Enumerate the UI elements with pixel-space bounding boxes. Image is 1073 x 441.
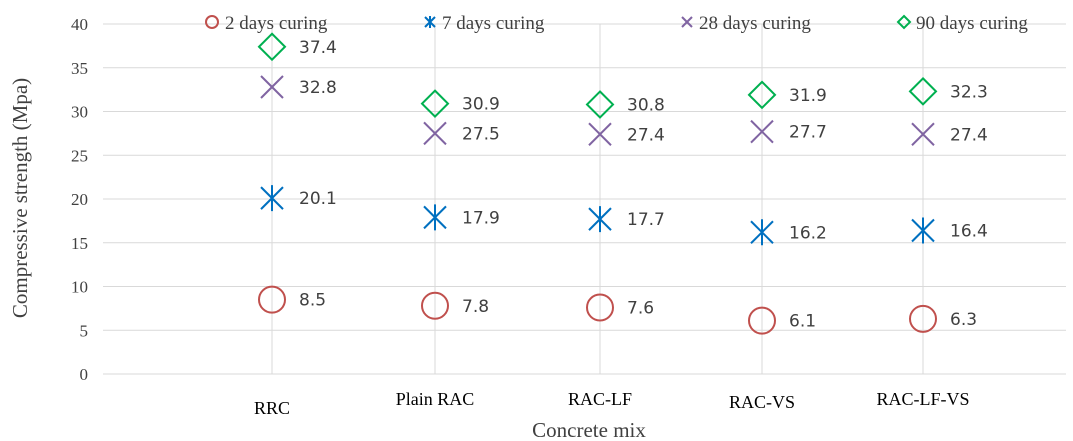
x-marker-stroke xyxy=(260,75,284,99)
data-label: 27.7 xyxy=(789,123,827,143)
data-label: 6.1 xyxy=(789,312,816,332)
data-label: 6.3 xyxy=(950,310,977,330)
diamond-marker-shape xyxy=(747,80,777,110)
diamond-marker-shape xyxy=(585,90,615,119)
data-labels: 8.5 7.8 7.6 6.1 6.3 20.1 17.9 17.7 16.2 16.4 32.8 2… xyxy=(299,38,988,332)
legend-item: 7 days curing xyxy=(424,13,545,34)
diamond-marker xyxy=(257,32,287,62)
x-category-label: RAC-LF-VS xyxy=(876,389,969,409)
legend: 2 days curing 7 days curing 28 days curing… xyxy=(205,13,1028,34)
circle-marker xyxy=(258,285,286,314)
circle-marker-shape xyxy=(421,291,449,320)
x-marker xyxy=(423,121,447,146)
circle-marker-shape xyxy=(258,285,286,314)
data-label: 7.8 xyxy=(462,297,489,317)
legend-x-icon xyxy=(681,16,693,28)
circle-marker-shape xyxy=(586,293,614,322)
x-marker-stroke xyxy=(911,122,935,146)
x-marker xyxy=(588,122,612,146)
y-tick-label: 25 xyxy=(71,146,88,165)
legend-circle-icon xyxy=(205,15,219,29)
star-marker xyxy=(423,204,447,231)
data-label: 32.3 xyxy=(950,82,988,102)
x-marker xyxy=(260,75,284,99)
legend-label: 7 days curing xyxy=(442,13,545,34)
diamond-marker xyxy=(908,76,938,106)
y-tick-label: 10 xyxy=(71,278,88,297)
data-label: 16.2 xyxy=(789,223,827,243)
circle-marker xyxy=(748,306,776,335)
gridlines xyxy=(103,23,1066,375)
circle-marker-shape xyxy=(909,304,937,333)
x-marker xyxy=(750,119,774,144)
data-label: 30.9 xyxy=(462,95,500,115)
legend-x-stroke xyxy=(681,16,693,28)
legend-diamond-shape xyxy=(896,14,912,30)
data-label: 17.9 xyxy=(462,208,500,228)
x-category-label: RRC xyxy=(254,398,290,418)
diamond-marker xyxy=(585,90,615,119)
circle-marker xyxy=(421,291,449,320)
x-axis-title: Concrete mix xyxy=(532,418,646,441)
star-marker xyxy=(911,217,935,244)
x-axis-category-labels: RRC Plain RAC RAC-LF RAC-VS RAC-LF-VS xyxy=(254,389,970,418)
diamond-marker-shape xyxy=(257,32,287,62)
x-marker-stroke xyxy=(588,122,612,146)
data-label: 7.6 xyxy=(627,299,654,319)
data-label: 27.5 xyxy=(462,124,500,144)
y-tick-label: 30 xyxy=(71,103,88,122)
y-axis-title: Compressive strength (Mpa) xyxy=(8,78,32,318)
legend-item: 28 days curing xyxy=(681,13,811,34)
x-marker-stroke xyxy=(423,121,447,146)
x-marker-stroke xyxy=(750,119,774,144)
data-label: 37.4 xyxy=(299,38,337,58)
y-tick-label: 35 xyxy=(71,59,88,78)
legend-circle-shape xyxy=(205,15,219,29)
data-label: 16.4 xyxy=(950,222,988,242)
star-marker xyxy=(260,185,284,212)
legend-label: 2 days curing xyxy=(225,13,328,34)
legend-diamond-icon xyxy=(896,14,912,30)
data-label: 27.4 xyxy=(627,125,665,145)
y-axis-tick-labels: 0 5 10 15 20 25 30 35 40 xyxy=(71,15,88,384)
legend-star-icon xyxy=(424,16,436,28)
data-label: 32.8 xyxy=(299,78,337,98)
data-label: 8.5 xyxy=(299,291,326,311)
star-marker xyxy=(750,219,774,246)
legend-label: 28 days curing xyxy=(699,13,811,34)
x-marker xyxy=(911,122,935,146)
diamond-marker-shape xyxy=(420,89,450,119)
y-tick-label: 5 xyxy=(80,321,89,340)
y-tick-label: 15 xyxy=(71,234,88,253)
circle-marker xyxy=(909,304,937,333)
y-tick-label: 40 xyxy=(71,15,88,34)
data-label: 30.8 xyxy=(627,96,665,116)
legend-label: 90 days curing xyxy=(916,13,1028,34)
circle-marker xyxy=(586,293,614,322)
data-label: 31.9 xyxy=(789,86,827,106)
x-category-label: RAC-VS xyxy=(729,392,795,412)
star-marker xyxy=(588,206,612,233)
x-category-label: RAC-LF xyxy=(568,389,632,409)
data-label: 20.1 xyxy=(299,189,337,209)
y-tick-label: 20 xyxy=(71,190,88,209)
diamond-marker xyxy=(420,89,450,119)
x-category-label: Plain RAC xyxy=(396,389,475,409)
diamond-marker xyxy=(747,80,777,110)
circle-marker-shape xyxy=(748,306,776,335)
legend-item: 2 days curing xyxy=(205,13,328,34)
data-label: 17.7 xyxy=(627,210,665,230)
diamond-marker-shape xyxy=(908,76,938,106)
legend-item: 90 days curing xyxy=(896,13,1028,34)
data-markers xyxy=(257,32,938,335)
data-label: 27.4 xyxy=(950,125,988,145)
y-tick-label: 0 xyxy=(80,365,89,384)
